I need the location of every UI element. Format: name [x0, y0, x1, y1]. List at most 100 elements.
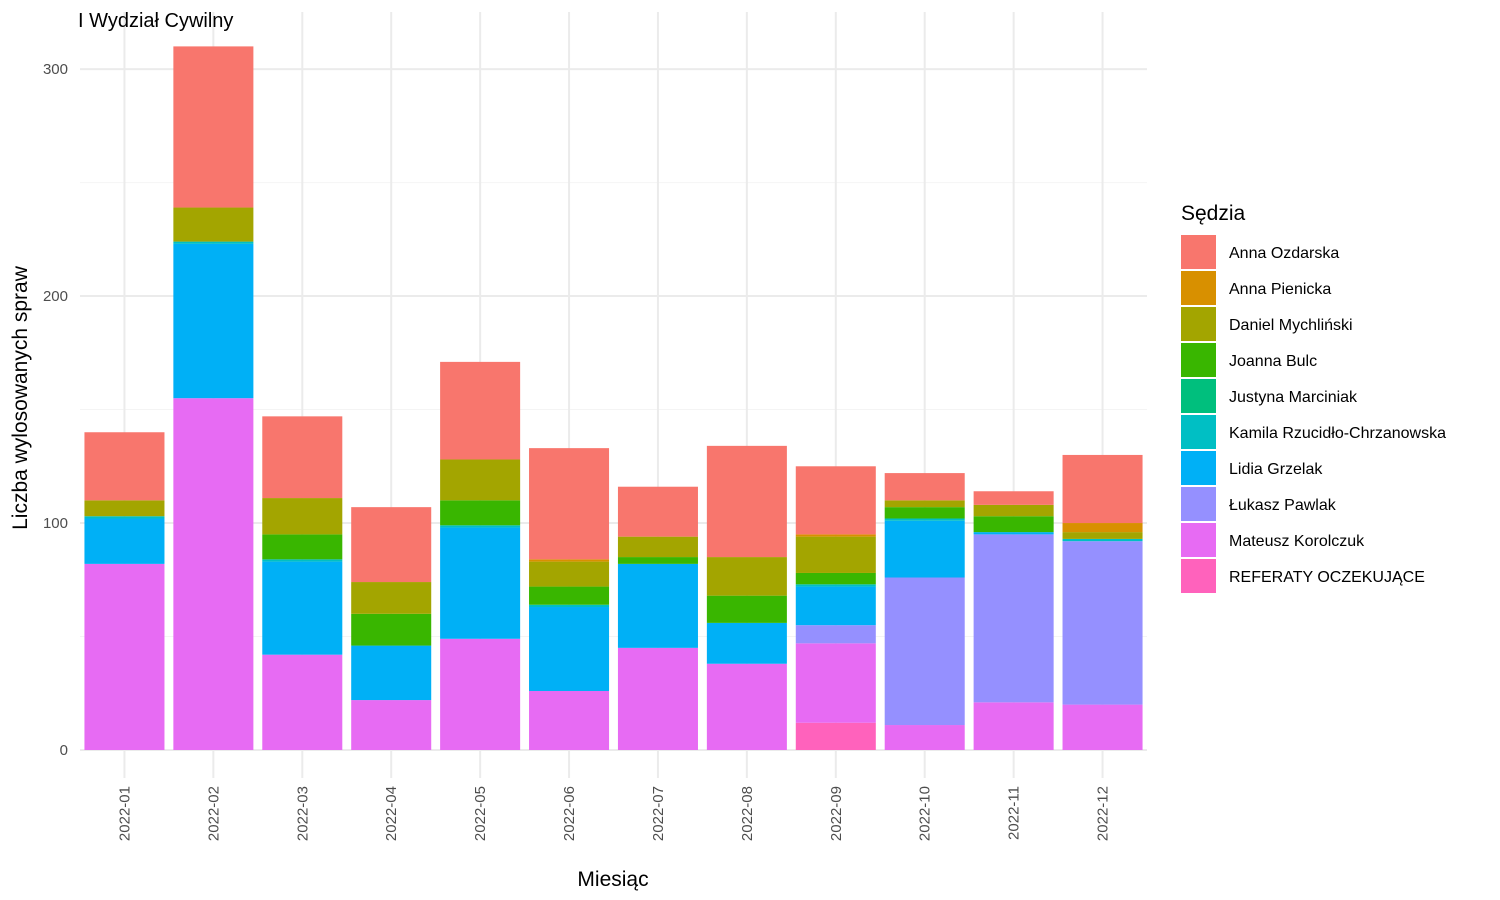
bar-segment — [173, 243, 254, 399]
bars — [84, 46, 1143, 750]
bar-segment — [529, 559, 610, 562]
bar-segment — [84, 516, 165, 519]
legend-label: Anna Ozdarska — [1229, 245, 1339, 262]
bar-segment — [795, 584, 876, 587]
bar-segment — [795, 572, 876, 585]
bar-segment — [529, 586, 610, 605]
legend-key — [1181, 379, 1216, 413]
bar-segment — [973, 702, 1054, 750]
bar-segment — [262, 559, 343, 562]
bar-segment — [529, 607, 610, 691]
legend-label: REFERATY OCZEKUJĄCE — [1229, 569, 1425, 586]
bar-segment — [617, 647, 698, 750]
bar-segment — [351, 613, 432, 646]
y-tick-label: 100 — [43, 515, 68, 532]
legend-label: Mateusz Korolczuk — [1229, 533, 1365, 550]
legend-key — [1181, 451, 1216, 485]
bar-segment — [706, 622, 787, 664]
y-tick-label: 0 — [60, 742, 68, 759]
x-tick-label: 2022-09 — [828, 786, 845, 841]
bar-segment — [706, 557, 787, 596]
bar-segment — [529, 448, 610, 560]
legend-label: Łukasz Pawlak — [1229, 497, 1337, 514]
y-axis-title: Liczba wylosowanych spraw — [9, 265, 32, 530]
bar-segment — [973, 504, 1054, 517]
x-tick-label: 2022-05 — [472, 786, 489, 841]
legend-key — [1181, 271, 1216, 305]
x-tick-label: 2022-08 — [739, 786, 756, 841]
x-tick-label: 2022-02 — [205, 786, 222, 841]
legend-key — [1181, 523, 1216, 557]
bar-segment — [884, 520, 965, 578]
legend-key — [1181, 487, 1216, 521]
bar-segment — [440, 500, 521, 526]
x-tick-label: 2022-10 — [917, 786, 934, 841]
bar-segment — [84, 432, 165, 501]
legend-label: Joanna Bulc — [1229, 353, 1317, 370]
bar-segment — [529, 604, 610, 608]
bar-segment — [440, 459, 521, 501]
legend-label: Kamila Rzucidło-Chrzanowska — [1229, 425, 1446, 442]
bar-segment — [1062, 704, 1143, 750]
bar-segment — [884, 518, 965, 521]
bar-segment — [1062, 454, 1143, 524]
bar-segment — [173, 398, 254, 750]
bar-segment — [617, 486, 698, 537]
y-axis-ticks: 0 100 200 300 — [43, 61, 68, 759]
legend-label: Lidia Grzelak — [1229, 461, 1323, 478]
legend-title: Sędzia — [1181, 202, 1246, 225]
y-tick-label: 300 — [43, 61, 68, 78]
bar-segment — [173, 207, 254, 242]
bar-segment — [706, 663, 787, 750]
y-tick-label: 200 — [43, 288, 68, 305]
bar-segment — [973, 534, 1054, 703]
bar-segment — [973, 516, 1054, 533]
legend: Sędzia Anna Ozdarska Anna Pienicka Daniel … — [1181, 202, 1446, 593]
bar-segment — [262, 561, 343, 655]
bar-segment — [440, 638, 521, 750]
bar-segment — [795, 643, 876, 723]
bar-segment — [884, 507, 965, 519]
bar-segment — [351, 507, 432, 583]
x-tick-label: 2022-12 — [1095, 786, 1112, 841]
bar-segment — [262, 498, 343, 535]
bar-segment — [262, 654, 343, 750]
bar-segment — [529, 561, 610, 587]
legend-label: Anna Pienicka — [1229, 281, 1331, 298]
bar-segment — [884, 500, 965, 508]
bar-segment — [795, 534, 876, 537]
bar-segment — [351, 700, 432, 750]
bar-segment — [795, 586, 876, 626]
bar-segment — [173, 46, 254, 208]
bar-segment — [973, 532, 1054, 535]
bar-segment — [884, 577, 965, 726]
bar-segment — [1062, 538, 1143, 542]
bar-segment — [84, 563, 165, 750]
bar-segment — [795, 466, 876, 535]
bar-segment — [1062, 532, 1143, 539]
bar-segment — [884, 473, 965, 501]
legend-key — [1181, 307, 1216, 341]
legend-label: Daniel Mychliński — [1229, 317, 1353, 334]
bar-segment — [795, 625, 876, 644]
bar-segment — [440, 527, 521, 639]
bar-segment — [706, 445, 787, 558]
bar-segment — [440, 525, 521, 528]
x-tick-label: 2022-11 — [1006, 786, 1023, 840]
x-tick-label: 2022-07 — [650, 786, 667, 841]
x-axis-title: Miesiąc — [577, 868, 648, 891]
bar-segment — [84, 518, 165, 564]
legend-key — [1181, 235, 1216, 269]
bar-segment — [351, 645, 432, 701]
x-tick-label: 2022-04 — [383, 786, 400, 841]
bar-segment — [884, 725, 965, 750]
legend-label: Justyna Marciniak — [1229, 389, 1358, 406]
bar-segment — [351, 582, 432, 614]
bar-segment — [795, 536, 876, 573]
x-tick-label: 2022-01 — [116, 786, 133, 841]
bar-segment — [1062, 541, 1143, 705]
bar-segment — [529, 690, 610, 750]
bar-segment — [795, 722, 876, 750]
bar-segment — [440, 361, 521, 460]
